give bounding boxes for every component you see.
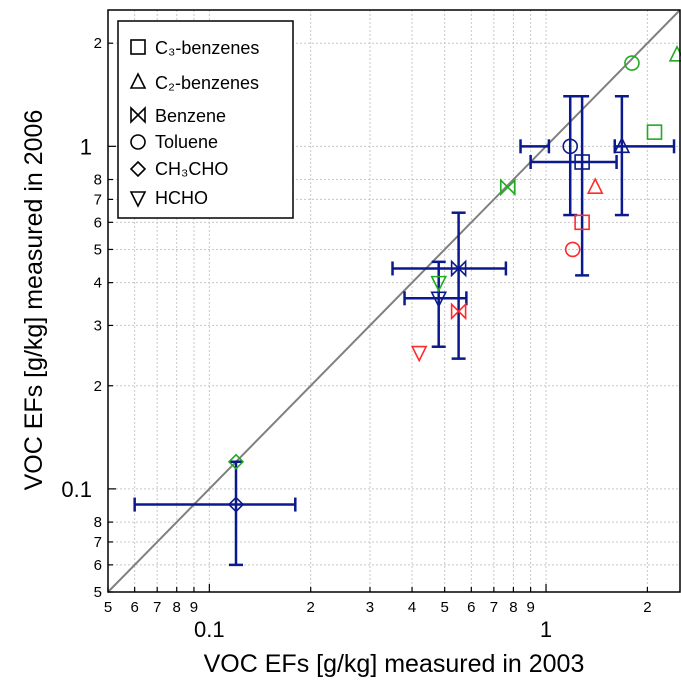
y-tick-label: 7 (94, 534, 102, 551)
y-tick-label: 6 (94, 214, 102, 231)
legend-label-benzene: Benzene (155, 106, 226, 126)
y-tick-label: 5 (94, 241, 102, 258)
legend-marker-square (130, 39, 146, 55)
x-tick-label: 5 (441, 599, 449, 616)
x-tick-label: 0.1 (194, 617, 225, 642)
x-axis-title: VOC EFs [g/kg] measured in 2003 (204, 650, 585, 678)
legend-label-ch3cho: CH₃CHO (155, 159, 228, 179)
legend-box (117, 20, 294, 219)
data-point-green-square (646, 124, 663, 140)
y-tick-label: 4 (94, 275, 102, 292)
legend: C₃-benzenes C₂-benzenes Benzene Toluene … (117, 20, 294, 219)
plot-frame (107, 9, 681, 593)
y-axis-title: VOC EFs [g/kg] measured in 2006 (20, 110, 48, 491)
y-tick-label: 1 (80, 134, 92, 159)
x-tick-label: 8 (509, 599, 517, 616)
mean-point-circle (562, 138, 579, 155)
y-tick-label: 8 (94, 514, 102, 531)
legend-marker-circle (130, 134, 146, 150)
x-tick-label: 8 (173, 599, 181, 616)
y-tick-label: 8 (94, 172, 102, 189)
x-tick-label: 6 (467, 599, 475, 616)
data-point-green-bowtie (500, 178, 516, 197)
error-bars (133, 95, 676, 567)
x-tick-label: 4 (408, 599, 416, 616)
legend-marker-diamond (129, 160, 147, 178)
x-tick-label: 7 (153, 599, 161, 616)
mean-point-diamond (227, 496, 245, 513)
x-tick-label: 7 (490, 599, 498, 616)
legend-marker-bowtie (130, 106, 146, 124)
x-tick-label: 9 (190, 599, 198, 616)
data-point-red-circle (564, 241, 581, 258)
legend-label-c3-benzenes: C₃-benzenes (155, 38, 259, 58)
x-tick-label: 2 (307, 599, 315, 616)
data-point-red-bowtie (450, 302, 467, 321)
x-tick-label: 3 (366, 599, 374, 616)
x-tick-label: 2 (643, 599, 651, 616)
data-point-green-diamond (227, 453, 245, 470)
data-point-red-square (574, 214, 590, 231)
y-tick-label: 2 (94, 35, 102, 52)
data-point-green-circle (624, 55, 640, 71)
one-to-one-reference-line (107, 9, 681, 593)
x-tick-label: 5 (104, 599, 112, 616)
x-tick-label: 9 (526, 599, 534, 616)
y-tick-label: 5 (94, 584, 102, 601)
legend-label-hcho: HCHO (155, 188, 208, 208)
y-tick-label: 6 (94, 557, 102, 574)
x-tick-label: 1 (540, 617, 552, 642)
legend-markers (129, 39, 147, 208)
data-point-red-triangle-down (410, 345, 428, 363)
mean-point-square (574, 154, 590, 170)
mean-point-bowtie (450, 259, 467, 278)
y-tick-label: 7 (94, 191, 102, 208)
legend-label-toluene: Toluene (155, 132, 218, 152)
legend-marker-triangle-down (129, 191, 147, 208)
y-tick-label: 3 (94, 317, 102, 334)
mean-point-triangle-up (613, 136, 631, 154)
data-point-red-triangle-up (586, 177, 604, 194)
data-point-green-triangle-down (430, 275, 448, 293)
y-tick-label: 0.1 (61, 477, 92, 502)
data-points (227, 45, 681, 470)
y-tick-label: 2 (94, 378, 102, 395)
legend-marker-triangle-up (129, 72, 147, 89)
x-tick-label: 6 (130, 599, 138, 616)
legend-label-c2-benzenes: C₂-benzenes (155, 73, 259, 93)
